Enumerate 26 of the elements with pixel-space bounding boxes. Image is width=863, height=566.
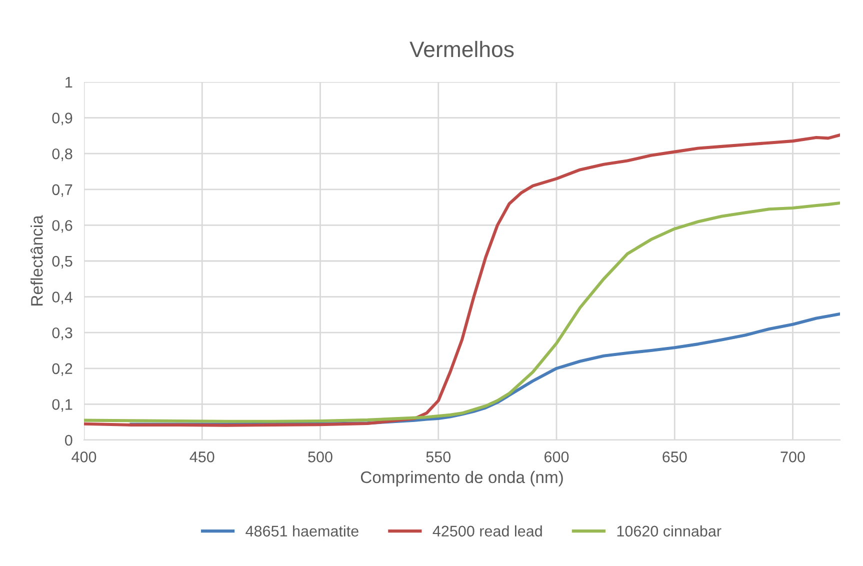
- y-tick-label: 0,3: [52, 327, 72, 340]
- y-tick-label: 0,8: [52, 148, 72, 162]
- y-tick-label: 0,2: [52, 363, 72, 376]
- y-tick-label: 0,5: [52, 256, 72, 268]
- y-tick-label: 1: [66, 77, 72, 88]
- legend-label: 48651 haematite: [246, 525, 358, 537]
- x-tick-label: 600: [544, 452, 569, 462]
- chart-title: Vermelhos: [410, 40, 514, 58]
- y-tick-label: 0,4: [52, 292, 72, 304]
- y-axis-title: Reflectância: [30, 215, 43, 306]
- x-tick-label: 400: [72, 452, 96, 462]
- legend-label: 10620 cinnabar: [617, 525, 722, 537]
- x-tick-label: 550: [426, 452, 451, 462]
- y-tick-label: 0,7: [52, 184, 72, 197]
- line-series: [84, 201, 840, 423]
- x-tick-label: 650: [662, 452, 687, 462]
- x-tick-label: 700: [780, 452, 805, 462]
- x-axis-title: Comprimento de onda (nm): [360, 470, 563, 486]
- y-tick-label: 0,9: [52, 112, 72, 126]
- y-tick-label: 0,6: [52, 220, 72, 233]
- x-tick-label: 450: [190, 452, 214, 462]
- y-tick-label: 0,1: [52, 399, 72, 412]
- y-tick-label: 0: [64, 434, 72, 446]
- x-tick-label: 500: [308, 452, 332, 462]
- legend-label: 42500 read lead: [432, 525, 542, 537]
- line-series: [84, 133, 840, 427]
